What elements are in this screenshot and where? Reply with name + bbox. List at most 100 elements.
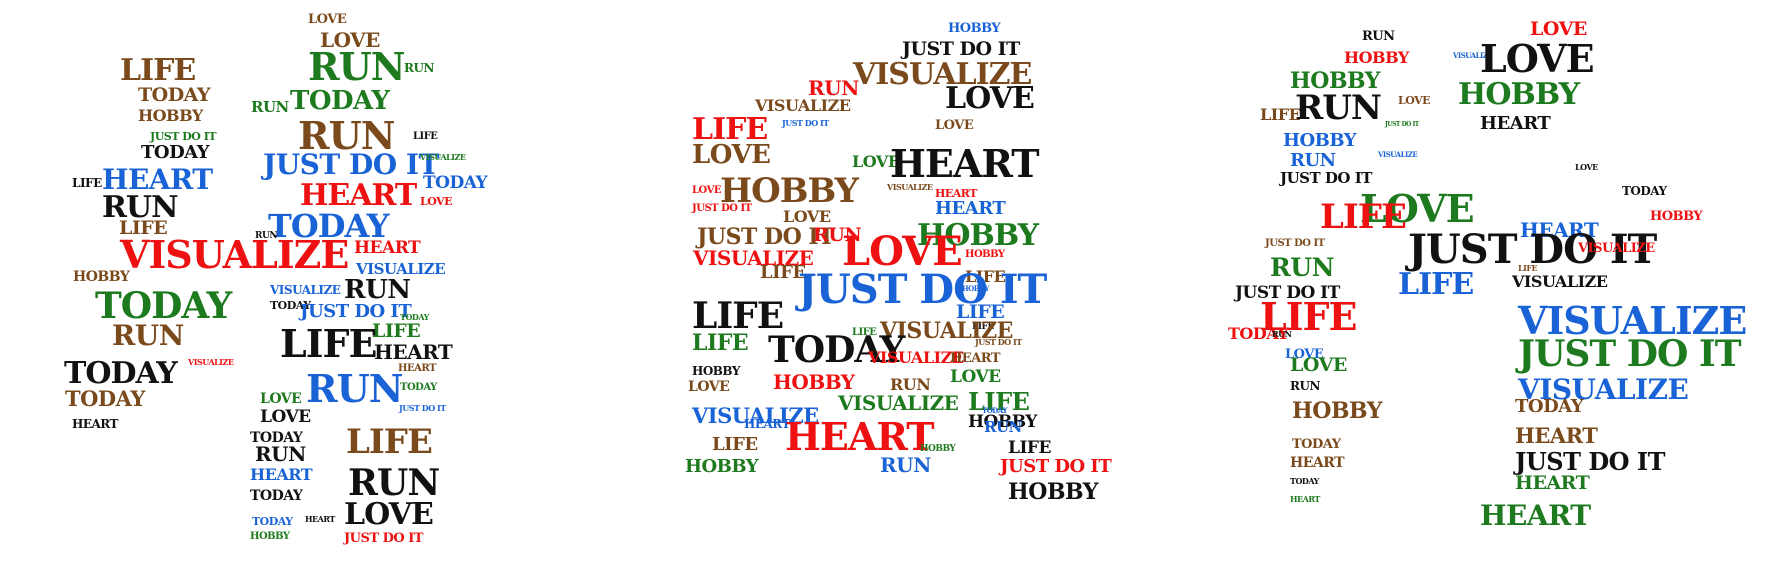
cloud-word: VISUALIZE [1512, 272, 1608, 291]
cloud-word: RUN [984, 418, 1022, 436]
cloud-word: HEART [744, 417, 791, 431]
cloud-word: RUN [251, 98, 289, 116]
cloud-word: TODAY [982, 406, 1007, 415]
cloud-word: LOVE [1398, 94, 1431, 107]
cloud-word: RUN [880, 453, 931, 477]
cloud-word: HEART [935, 198, 1006, 219]
cloud-word: VISUALIZE [853, 57, 1032, 92]
cloud-word: VISUALIZE [693, 246, 814, 270]
cloud-word: HOBBY [1458, 77, 1580, 112]
cloud-word: HOBBY [720, 171, 859, 211]
cloud-word: HOBBY [917, 218, 1039, 253]
cloud-word: TODAY [270, 299, 311, 312]
cloud-word: JUST DO IT [1280, 169, 1372, 187]
cloud-word: HEART [305, 514, 335, 524]
cloud-word: TODAY [400, 382, 437, 393]
cloud-word: VISUALIZE [868, 348, 964, 367]
cloud-word: LIFE [692, 330, 749, 356]
word-cloud-right: RUN LOVE HOBBY VISUALIZE LOVE HOBBY HOBBY LIFE R… [1210, 0, 1778, 562]
cloud-word: HEART [1520, 218, 1599, 242]
cloud-word: RUN [306, 366, 403, 411]
cloud-word: HEART [1515, 423, 1598, 448]
cloud-word: LOVE [1285, 347, 1324, 362]
cloud-word: TODAY [252, 515, 293, 528]
cloud-word: TODAY [138, 84, 211, 106]
cloud-word: RUN [255, 231, 278, 241]
cloud-word: TODAY [65, 386, 145, 411]
cloud-word: HOBBY [1290, 68, 1380, 94]
cloud-word: LIFE [72, 176, 102, 190]
cloud-word: LIFE [120, 53, 196, 88]
cloud-word: HEART [785, 414, 935, 459]
cloud-word: TODAY [1228, 324, 1289, 343]
cloud-word: RUN [1272, 329, 1292, 339]
cloud-word: TODAY [1292, 437, 1341, 452]
cloud-word: LIFE [1398, 267, 1474, 302]
cloud-word: VISUALIZE [1453, 51, 1493, 60]
cloud-word: RUN [298, 113, 395, 158]
cloud-word: TODAY [268, 207, 390, 245]
cloud-word: VISUALIZE [1518, 373, 1689, 406]
cloud-word: JUST DO IT [782, 118, 829, 128]
cloud-word: VISUALIZE [420, 152, 466, 162]
cloud-word: TODAY [250, 430, 303, 446]
cloud-word: TODAY [290, 86, 390, 116]
cloud-word: HOBBY [73, 269, 130, 285]
cloud-word: JUST DO IT [150, 130, 217, 143]
cloud-word: RUN [1362, 29, 1395, 44]
cloud-word: LOVE [692, 185, 721, 196]
cloud-word: RUN [1290, 379, 1320, 393]
cloud-word: HOBBY [962, 284, 989, 293]
cloud-word: HOBBY [138, 106, 203, 125]
cloud-word: JUST DO IT [263, 148, 439, 181]
cloud-word: HOBBY [1292, 398, 1382, 424]
cloud-word: HEART [935, 187, 977, 200]
cloud-word: LIFE [280, 321, 377, 366]
cloud-word: HEART [1290, 455, 1345, 471]
cloud-word: LOVE [1360, 186, 1475, 231]
cloud-word: VISUALIZE [838, 391, 959, 415]
cloud-word: LOVE [308, 12, 347, 27]
cloud-word: HEART [1290, 494, 1320, 504]
cloud-word: TODAY [95, 285, 232, 327]
cloud-word: LOVE [842, 228, 963, 275]
cloud-word: RUN [808, 76, 859, 100]
cloud-word: LOVE [1530, 18, 1587, 40]
cloud-word: VISUALIZE [887, 182, 933, 192]
cloud-word: VISUALIZE [755, 96, 851, 115]
cloud-word: LIFE [968, 387, 1030, 416]
cloud-word: RUN [344, 275, 411, 305]
cloud-word: TODAY [400, 312, 429, 322]
cloud-word: HEART [1480, 499, 1591, 532]
cloud-word: RUN [813, 224, 862, 246]
cloud-word: LIFE [346, 422, 433, 462]
cloud-word: JUST DO IT [1000, 456, 1112, 477]
cloud-word: HOBBY [773, 370, 855, 394]
cloud-word: JUST DO IT [692, 203, 752, 214]
cloud-word: RUN [112, 319, 184, 352]
cloud-word: TODAY [1622, 184, 1667, 198]
cloud-word: HEART [300, 178, 417, 213]
cloud-word: RUN [1290, 150, 1336, 171]
cloud-word: HEART [72, 417, 119, 431]
cloud-word: LOVE [692, 140, 771, 170]
cloud-word: TODAY [768, 329, 905, 371]
cloud-word: LIFE [413, 131, 438, 142]
cloud-word: JUST DO IT [1385, 121, 1419, 128]
cloud-word: VISUALIZE [692, 403, 819, 428]
cloud-word: LOVE [688, 379, 730, 395]
cloud-word: HOBBY [685, 456, 759, 477]
cloud-word: JUST DO IT [344, 531, 423, 546]
cloud-word: RUN [890, 375, 931, 394]
cloud-word: LOVE [420, 195, 453, 208]
cloud-word: HEART [102, 163, 213, 196]
cloud-word: TODAY [141, 142, 210, 163]
cloud-word: LOVE [260, 391, 302, 407]
cloud-word: HEART [950, 351, 1001, 366]
cloud-word: LIFE [692, 295, 784, 337]
cloud-word: JUST DO IT [1515, 447, 1666, 476]
cloud-word: LIFE [119, 217, 168, 239]
cloud-word: LIFE [712, 434, 758, 455]
cloud-word: HEART [374, 340, 453, 364]
